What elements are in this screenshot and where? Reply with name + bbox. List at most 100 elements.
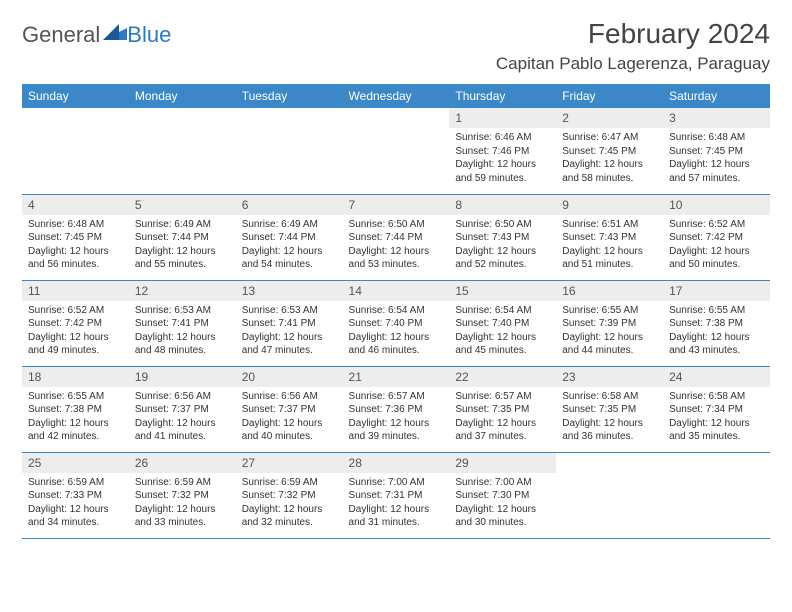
day-details: Sunrise: 6:51 AMSunset: 7:43 PMDaylight:… xyxy=(556,215,663,277)
daylight-line: Daylight: 12 hours and 45 minutes. xyxy=(455,332,536,357)
daylight-line: Daylight: 12 hours and 35 minutes. xyxy=(669,418,750,443)
calendar-cell: 2Sunrise: 6:47 AMSunset: 7:45 PMDaylight… xyxy=(556,108,663,194)
day-number: 3 xyxy=(663,108,770,128)
sunrise-line: Sunrise: 7:00 AM xyxy=(349,477,425,488)
day-number: 13 xyxy=(236,281,343,301)
day-number: 2 xyxy=(556,108,663,128)
daylight-line: Daylight: 12 hours and 43 minutes. xyxy=(669,332,750,357)
day-number: 11 xyxy=(22,281,129,301)
calendar-cell: 6Sunrise: 6:49 AMSunset: 7:44 PMDaylight… xyxy=(236,194,343,280)
daylight-line: Daylight: 12 hours and 57 minutes. xyxy=(669,159,750,184)
calendar-cell: 1Sunrise: 6:46 AMSunset: 7:46 PMDaylight… xyxy=(449,108,556,194)
calendar-row: 11 Sunrise: 6:52 AM Sunset: 7:42 PM Dayligh… xyxy=(22,280,770,366)
sunrise-line: Sunrise: 6:56 AM xyxy=(242,391,318,402)
sunset-line: Sunset: 7:39 PM xyxy=(562,318,636,329)
day-number: 12 xyxy=(129,281,236,301)
day-details: Sunrise: 6:56 AMSunset: 7:37 PMDaylight:… xyxy=(236,387,343,449)
sunrise-line: Sunrise: 6:59 AM xyxy=(28,477,104,488)
day-details: Sunrise: 6:49 AMSunset: 7:44 PMDaylight:… xyxy=(236,215,343,277)
weekday-header: Saturday xyxy=(663,84,770,108)
daylight-line: Daylight: 12 hours and 34 minutes. xyxy=(28,504,109,529)
calendar-body: 1Sunrise: 6:46 AMSunset: 7:46 PMDaylight… xyxy=(22,108,770,538)
calendar-row: 25Sunrise: 6:59 AMSunset: 7:33 PMDayligh… xyxy=(22,452,770,538)
calendar-cell: 23Sunrise: 6:58 AMSunset: 7:35 PMDayligh… xyxy=(556,366,663,452)
sunset-line: Sunset: 7:30 PM xyxy=(455,490,529,501)
daylight-line: Daylight: 12 hours and 37 minutes. xyxy=(455,418,536,443)
day-details: Sunrise: 6:57 AMSunset: 7:36 PMDaylight:… xyxy=(343,387,450,449)
daylight-line: Daylight: 12 hours and 51 minutes. xyxy=(562,246,643,271)
day-number: 17 xyxy=(663,281,770,301)
brand-logo: General Blue xyxy=(22,22,171,48)
day-details: Sunrise: 7:00 AMSunset: 7:30 PMDaylight:… xyxy=(449,473,556,535)
day-details: Sunrise: 6:54 AMSunset: 7:40 PMDaylight:… xyxy=(449,301,556,363)
sunrise-line: Sunrise: 6:59 AM xyxy=(135,477,211,488)
daylight-line: Daylight: 12 hours and 42 minutes. xyxy=(28,418,109,443)
daylight-line: Daylight: 12 hours and 53 minutes. xyxy=(349,246,430,271)
logo-triangle-icon xyxy=(103,20,127,46)
day-number: 7 xyxy=(343,195,450,215)
daylight-line: Daylight: 12 hours and 59 minutes. xyxy=(455,159,536,184)
calendar-header-row: SundayMondayTuesdayWednesdayThursdayFrid… xyxy=(22,84,770,108)
day-number: 22 xyxy=(449,367,556,387)
sunset-line: Sunset: 7:35 PM xyxy=(455,404,529,415)
sunrise-line: Sunrise: 6:50 AM xyxy=(349,219,425,230)
day-number: 24 xyxy=(663,367,770,387)
day-number: 8 xyxy=(449,195,556,215)
sunrise-line: Sunrise: 6:56 AM xyxy=(135,391,211,402)
day-details: Sunrise: 6:55 AMSunset: 7:39 PMDaylight:… xyxy=(556,301,663,363)
calendar-table: SundayMondayTuesdayWednesdayThursdayFrid… xyxy=(22,84,770,539)
daylight-line: Daylight: 12 hours and 47 minutes. xyxy=(242,332,323,357)
sunset-line: Sunset: 7:35 PM xyxy=(562,404,636,415)
day-number: 28 xyxy=(343,453,450,473)
sunset-line: Sunset: 7:33 PM xyxy=(28,490,102,501)
weekday-header: Thursday xyxy=(449,84,556,108)
day-details: Sunrise: 6:55 AMSunset: 7:38 PMDaylight:… xyxy=(22,387,129,449)
daylight-line: Daylight: 12 hours and 52 minutes. xyxy=(455,246,536,271)
daylight-line: Daylight: 12 hours and 33 minutes. xyxy=(135,504,216,529)
day-number: 10 xyxy=(663,195,770,215)
sunset-line: Sunset: 7:44 PM xyxy=(242,232,316,243)
sunset-line: Sunset: 7:44 PM xyxy=(349,232,423,243)
day-details: Sunrise: 6:48 AMSunset: 7:45 PMDaylight:… xyxy=(663,128,770,190)
sunrise-line: Sunrise: 6:52 AM xyxy=(28,305,104,316)
day-details: Sunrise: 6:48 AMSunset: 7:45 PMDaylight:… xyxy=(22,215,129,277)
day-details: Sunrise: 6:52 AMSunset: 7:42 PMDaylight:… xyxy=(22,301,129,363)
sunrise-line: Sunrise: 6:54 AM xyxy=(349,305,425,316)
day-details: Sunrise: 6:50 AM Sunset: 7:44 PM Daylight:… xyxy=(343,215,450,277)
day-details: Sunrise: 6:59 AMSunset: 7:32 PMDaylight:… xyxy=(236,473,343,535)
sunrise-line: Sunrise: 6:49 AM xyxy=(242,219,318,230)
brand-part2: Blue xyxy=(127,22,171,48)
calendar-cell: 27Sunrise: 6:59 AMSunset: 7:32 PMDayligh… xyxy=(236,452,343,538)
sunrise-line: Sunrise: 6:53 AM xyxy=(135,305,211,316)
day-details: Sunrise: 6:53 AMSunset: 7:41 PMDaylight:… xyxy=(236,301,343,363)
sunrise-line: Sunrise: 6:47 AM xyxy=(562,132,638,143)
sunrise-line: Sunrise: 6:46 AM xyxy=(455,132,531,143)
calendar-cell: 7 Sunrise: 6:50 AM Sunset: 7:44 PM Daylight… xyxy=(343,194,450,280)
brand-part1: General xyxy=(22,22,100,48)
sunset-line: Sunset: 7:44 PM xyxy=(135,232,209,243)
daylight-line: Daylight: 12 hours and 41 minutes. xyxy=(135,418,216,443)
daylight-line: Daylight: 12 hours and 31 minutes. xyxy=(349,504,430,529)
sunset-line: Sunset: 7:32 PM xyxy=(135,490,209,501)
day-number: 19 xyxy=(129,367,236,387)
sunrise-line: Sunrise: 6:57 AM xyxy=(455,391,531,402)
calendar-cell: 16Sunrise: 6:55 AMSunset: 7:39 PMDayligh… xyxy=(556,280,663,366)
sunrise-line: Sunrise: 6:58 AM xyxy=(562,391,638,402)
calendar-cell: 24Sunrise: 6:58 AMSunset: 7:34 PMDayligh… xyxy=(663,366,770,452)
sunset-line: Sunset: 7:42 PM xyxy=(28,318,102,329)
daylight-line: Daylight: 12 hours and 50 minutes. xyxy=(669,246,750,271)
calendar-cell-empty xyxy=(236,108,343,194)
calendar-cell: 17Sunrise: 6:55 AMSunset: 7:38 PMDayligh… xyxy=(663,280,770,366)
sunset-line: Sunset: 7:37 PM xyxy=(242,404,316,415)
daylight-line: Daylight: 12 hours and 48 minutes. xyxy=(135,332,216,357)
day-details: Sunrise: 6:55 AMSunset: 7:38 PMDaylight:… xyxy=(663,301,770,363)
sunrise-line: Sunrise: 6:55 AM xyxy=(669,305,745,316)
day-number: 23 xyxy=(556,367,663,387)
day-details: Sunrise: 6:46 AMSunset: 7:46 PMDaylight:… xyxy=(449,128,556,190)
weekday-header: Friday xyxy=(556,84,663,108)
sunset-line: Sunset: 7:31 PM xyxy=(349,490,423,501)
sunrise-line: Sunrise: 6:55 AM xyxy=(562,305,638,316)
day-number: 9 xyxy=(556,195,663,215)
day-number: 21 xyxy=(343,367,450,387)
sunrise-line: Sunrise: 7:00 AM xyxy=(455,477,531,488)
